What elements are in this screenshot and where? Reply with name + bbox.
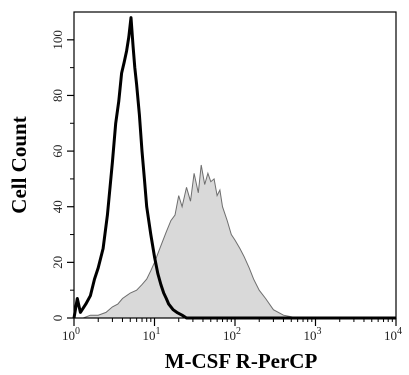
bold-line-histogram bbox=[72, 16, 396, 320]
x-tick-label: 103 bbox=[304, 326, 322, 343]
y-tick-label: 80 bbox=[50, 89, 65, 102]
y-tick-label: 40 bbox=[50, 200, 65, 213]
x-axis-title: M-CSF R-PerCP bbox=[165, 349, 318, 373]
plot-area bbox=[72, 16, 396, 320]
y-tick-label: 60 bbox=[50, 145, 65, 158]
y-axis-title: Cell Count bbox=[7, 116, 31, 213]
y-tick-label: 20 bbox=[50, 256, 65, 269]
y-axis-ticks: 0 20 40 60 80 100 bbox=[50, 30, 74, 321]
x-tick-label: 104 bbox=[384, 326, 402, 343]
y-tick-label: 0 bbox=[50, 315, 65, 322]
x-tick-label: 102 bbox=[223, 326, 241, 343]
x-tick-label: 100 bbox=[62, 326, 80, 343]
shaded-histogram bbox=[74, 164, 396, 319]
x-tick-label: 101 bbox=[143, 326, 161, 343]
x-axis-ticks: 100 101 102 103 104 bbox=[62, 318, 402, 343]
y-tick-label: 100 bbox=[50, 30, 65, 50]
